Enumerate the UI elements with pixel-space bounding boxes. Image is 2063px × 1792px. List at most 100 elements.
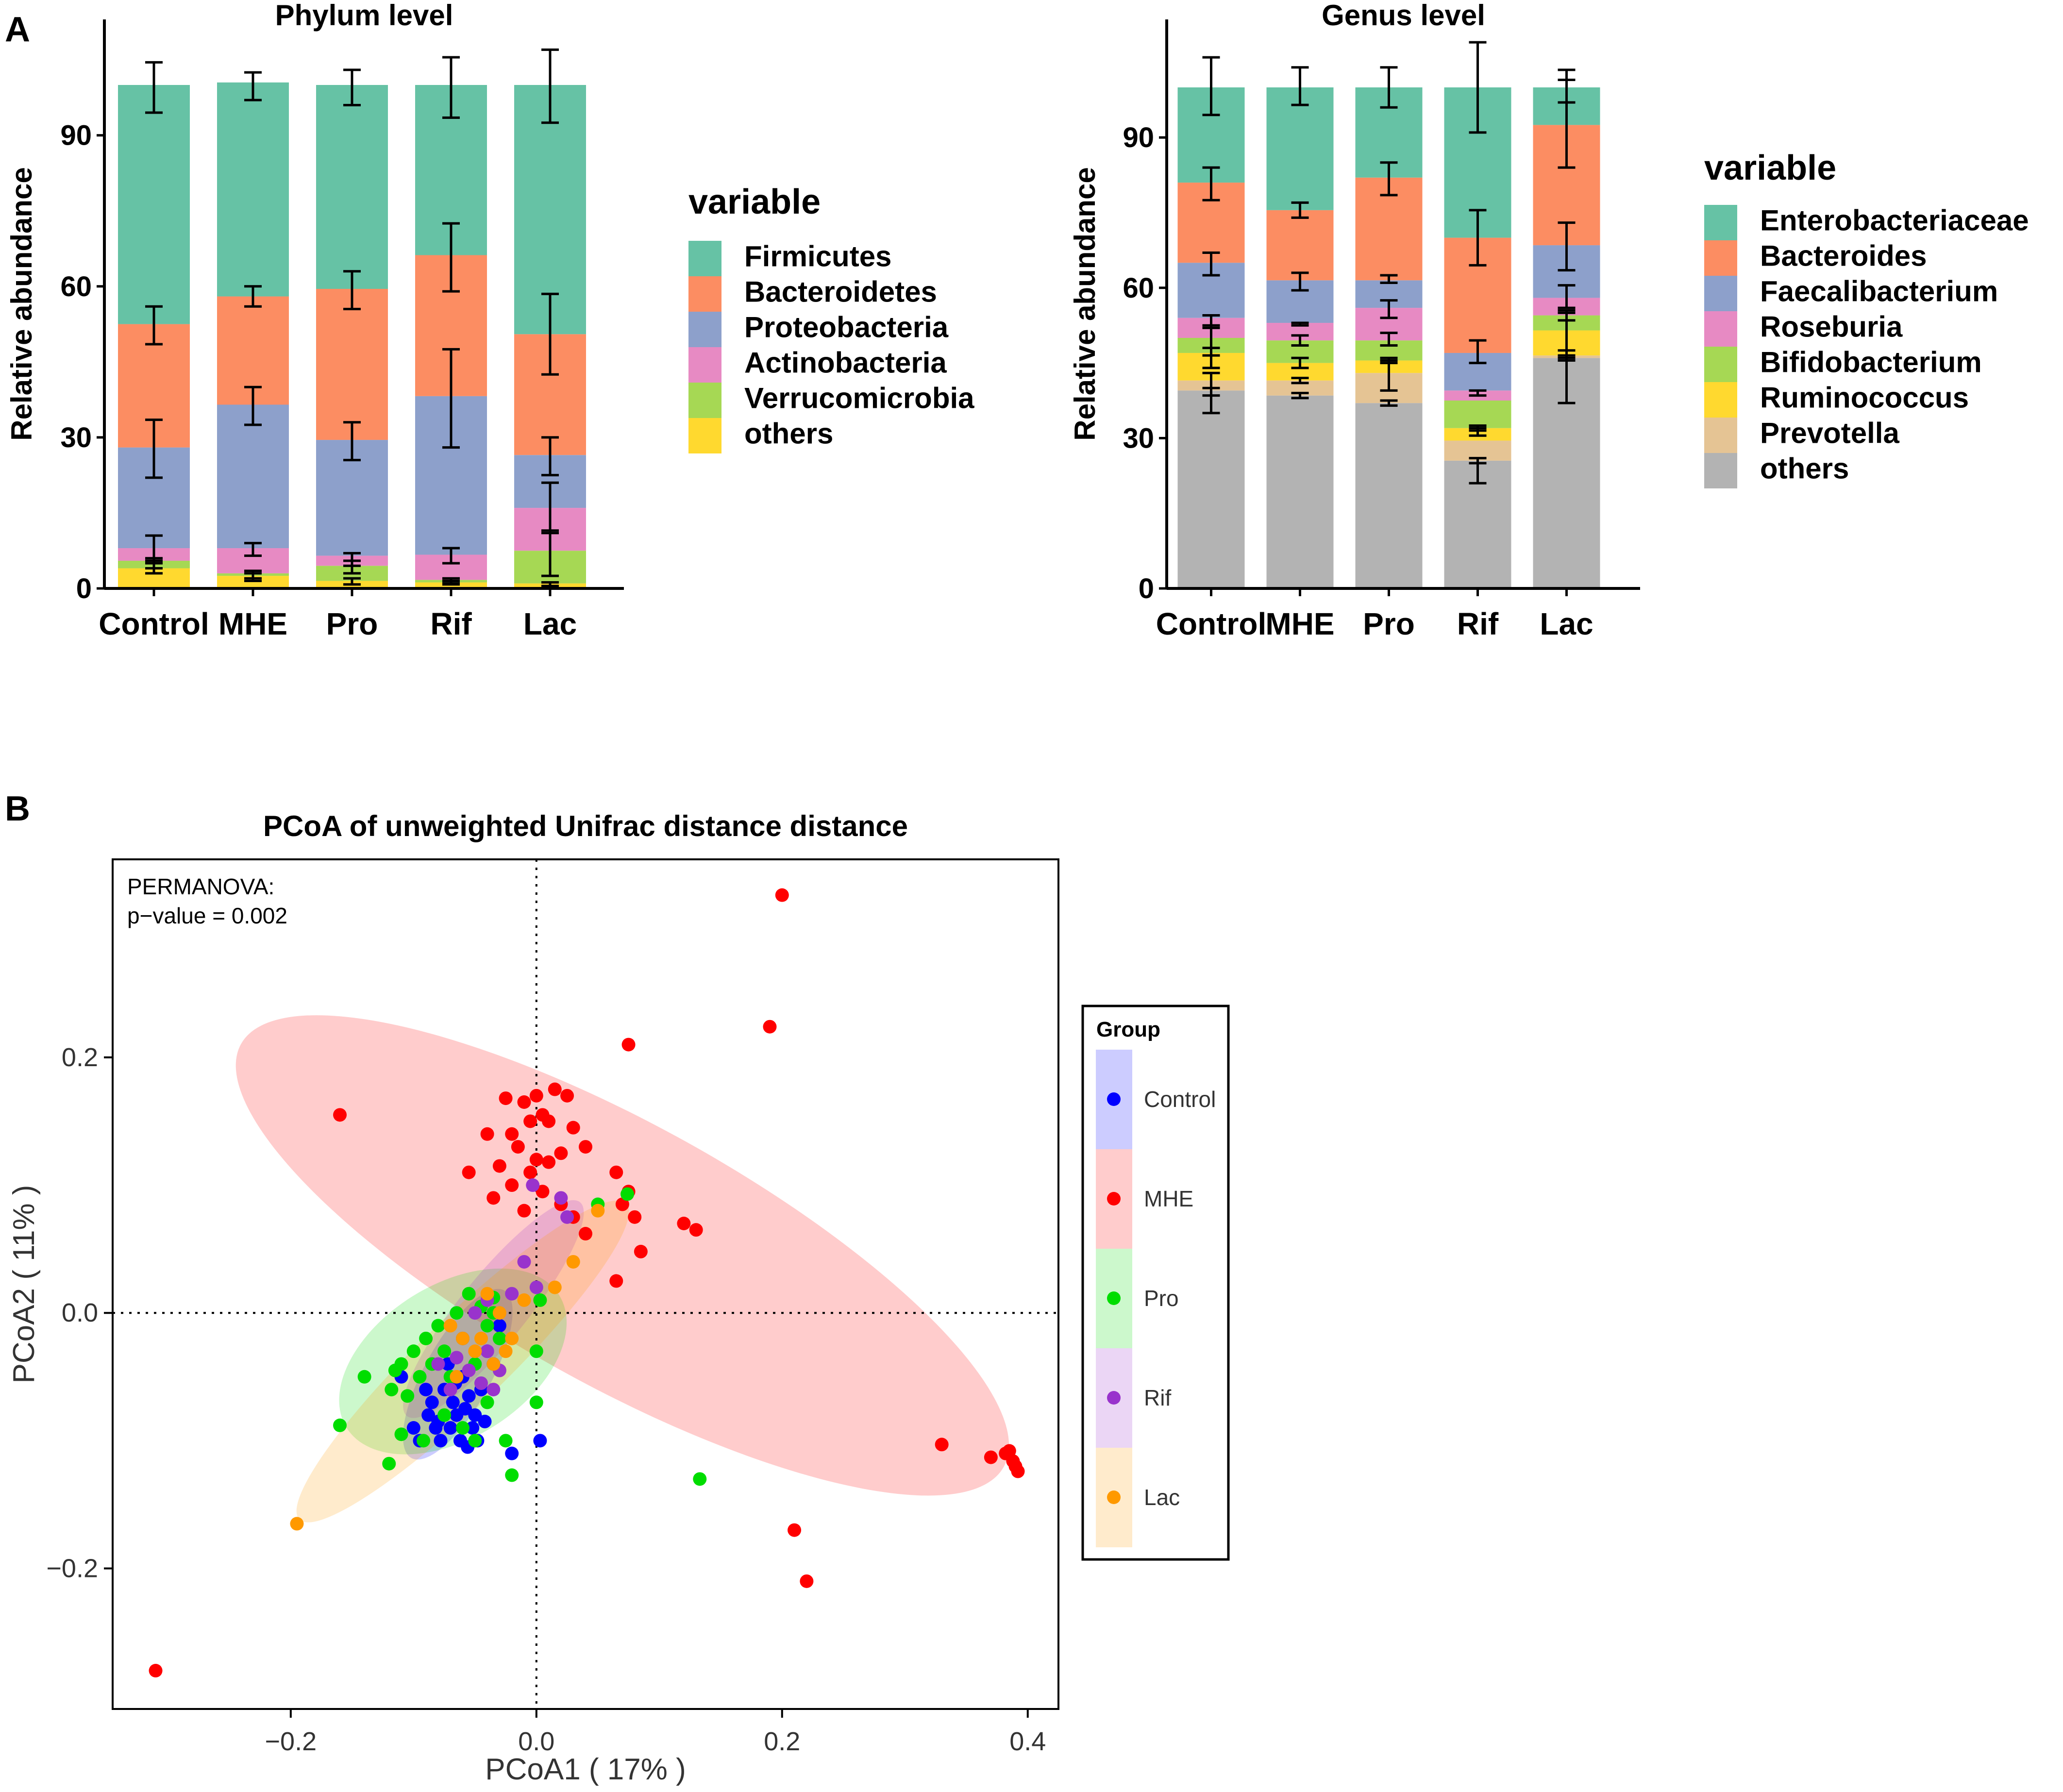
pcoa-point-mhe-18 [492, 1159, 506, 1173]
phylum-level-legend-label-bacteroidetes: Bacteroidetes [744, 276, 937, 308]
pcoa-point-lac-8 [505, 1331, 519, 1345]
phylum-level-x-tick-label-pro: Pro [326, 606, 378, 641]
pcoa-point-control-6 [443, 1421, 457, 1435]
pcoa-point-pro-0 [333, 1418, 347, 1432]
pcoa-legend-title: Group [1096, 1018, 1160, 1041]
pcoa-point-control-20 [492, 1319, 506, 1333]
pcoa-legend-marker-pro [1107, 1291, 1121, 1305]
phylum-level-title: Phylum level [275, 0, 453, 32]
genus-level-legend-swatch-enterobacteriaceae [1704, 205, 1737, 240]
pcoa-point-mhe-4 [499, 1091, 513, 1105]
pcoa-point-pro-5 [394, 1357, 408, 1371]
pcoa-point-mhe-43 [1002, 1444, 1016, 1458]
genus-level-legend-label-bifidobacterium: Bifidobacterium [1760, 346, 1982, 379]
phylum-level-bar-mhe-proteobacteria [217, 404, 289, 549]
phylum-level-bar-mhe-firmicutes [217, 82, 289, 297]
pcoa-point-control-0 [406, 1421, 420, 1435]
pcoa-point-mhe-6 [529, 1089, 543, 1103]
pcoa-legend-box [1081, 1005, 1230, 1561]
pcoa-point-mhe-25 [517, 1204, 531, 1218]
pcoa-annotation-line-0: PERMANOVA: [127, 874, 274, 899]
pcoa-point-control-14 [468, 1408, 482, 1422]
pcoa-legend-marker-mhe [1107, 1192, 1121, 1206]
pcoa-point-mhe-35 [609, 1274, 623, 1288]
phylum-level-legend-swatch-actinobacteria [688, 347, 721, 383]
pcoa-plot-frame [112, 858, 1059, 1710]
pcoa-x-axis-label: PCoA1 ( 17% ) [485, 1753, 686, 1786]
pcoa-point-pro-6 [401, 1389, 415, 1403]
genus-level-x-tick-label-rif: Rif [1457, 606, 1499, 641]
phylum-level-x-tick-label-control: Control [99, 606, 209, 641]
phylum-level-y-tick-label-60: 60 [60, 271, 92, 302]
pcoa-point-mhe-34 [634, 1244, 648, 1258]
genus-level-x-tick-label-control: Control [1156, 606, 1267, 641]
pcoa-point-control-22 [533, 1434, 547, 1448]
pcoa-point-mhe-32 [677, 1217, 691, 1230]
pcoa-point-mhe-45 [800, 1574, 814, 1588]
pcoa-point-lac-13 [499, 1344, 513, 1358]
pcoa-legend-label-control: Control [1144, 1087, 1216, 1112]
pcoa-point-pro-35 [417, 1434, 431, 1448]
genus-level-legend-title: variable [1704, 149, 1836, 187]
phylum-level-legend-title: variable [688, 183, 821, 221]
pcoa-point-control-21 [505, 1446, 519, 1460]
pcoa-point-mhe-22 [505, 1178, 519, 1192]
genus-level-legend-label-roseburia: Roseburia [1760, 311, 1903, 343]
pcoa-point-control-2 [425, 1395, 439, 1409]
pcoa-legend-marker-control [1107, 1092, 1121, 1106]
pcoa-point-pro-32 [437, 1408, 452, 1422]
genus-level-bar-mhe-others [1266, 395, 1334, 588]
pcoa-legend-label-rif: Rif [1144, 1385, 1171, 1410]
genus-level-legend-label-prevotella: Prevotella [1760, 417, 1899, 450]
phylum-level-legend-label-others: others [744, 418, 833, 450]
pcoa-point-pro-1 [357, 1370, 371, 1384]
pcoa-point-mhe-36 [579, 1227, 592, 1241]
pcoa-point-mhe-10 [523, 1114, 537, 1128]
pcoa-point-rif-13 [443, 1383, 457, 1397]
genus-level-bar-mhe-bacteroides [1266, 210, 1334, 281]
genus-level-legend-swatch-bacteroides [1704, 240, 1737, 276]
pcoa-point-control-7 [446, 1395, 460, 1409]
pcoa-point-mhe-5 [517, 1095, 531, 1109]
pcoa-x-tick-label-3: 0.4 [1009, 1727, 1046, 1756]
pcoa-point-pro-14 [450, 1306, 464, 1320]
pcoa-point-mhe-13 [566, 1121, 580, 1135]
genus-level-legend-label-enterobacteriaceae: Enterobacteriaceae [1760, 204, 2029, 237]
pcoa-point-lac-1 [480, 1287, 494, 1301]
pcoa-point-mhe-0 [775, 888, 789, 902]
pcoa-point-pro-9 [419, 1331, 433, 1345]
pcoa-point-lac-4 [468, 1344, 482, 1358]
pcoa-point-control-11 [458, 1402, 472, 1416]
phylum-level-legend-swatch-others [688, 418, 721, 453]
pcoa-point-mhe-24 [486, 1191, 501, 1205]
pcoa-point-rif-11 [486, 1383, 501, 1397]
pcoa-point-mhe-28 [579, 1140, 592, 1154]
pcoa-point-pro-12 [437, 1344, 452, 1358]
pcoa-point-pro-26 [529, 1344, 543, 1358]
pcoa-point-pro-7 [406, 1344, 420, 1358]
pcoa-point-mhe-42 [1011, 1464, 1025, 1478]
pcoa-point-mhe-12 [542, 1114, 556, 1128]
genus-level-legend-label-others: others [1760, 452, 1849, 485]
pcoa-y-tick-label-0: −0.2 [46, 1554, 98, 1583]
phylum-level-bar-lac-firmicutes [514, 85, 586, 335]
pcoa-legend-marker-lac [1107, 1491, 1121, 1504]
pcoa-x-tick-label-1: 0.0 [518, 1727, 554, 1756]
phylum-level-legend-swatch-bacteroidetes [688, 276, 721, 312]
genus-level-title: Genus level [1322, 0, 1485, 32]
pcoa-point-lac-11 [591, 1204, 605, 1218]
pcoa-annotation-line-1: p−value = 0.002 [127, 903, 287, 928]
pcoa-point-mhe-23 [536, 1185, 550, 1199]
genus-level-x-tick-label-pro: Pro [1363, 606, 1415, 641]
pcoa-point-mhe-30 [615, 1197, 629, 1211]
genus-level-legend-swatch-roseburia [1704, 311, 1737, 347]
pcoa-point-rif-9 [462, 1363, 476, 1377]
pcoa-point-mhe-17 [554, 1146, 568, 1160]
pcoa-point-rif-4 [529, 1280, 543, 1294]
pcoa-title: PCoA of unweighted Unifrac distance dist… [263, 810, 908, 842]
pcoa-point-pro-16 [462, 1287, 476, 1301]
phylum-level-bar-pro-firmicutes [316, 85, 388, 289]
phylum-level-legend-swatch-verrucomicrobia [688, 383, 721, 418]
